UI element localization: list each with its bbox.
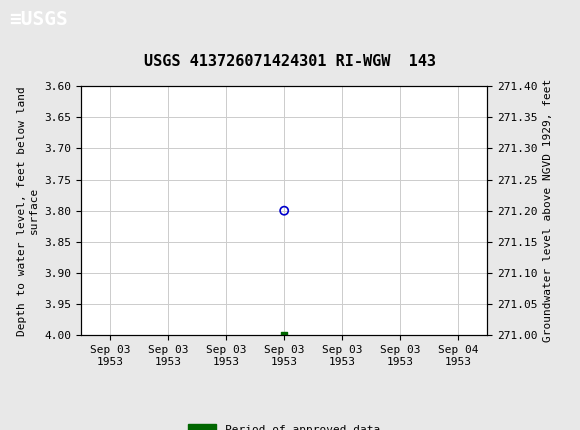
Text: ≡USGS: ≡USGS — [9, 10, 67, 29]
Text: USGS 413726071424301 RI-WGW  143: USGS 413726071424301 RI-WGW 143 — [144, 54, 436, 69]
Y-axis label: Depth to water level, feet below land
surface: Depth to water level, feet below land su… — [17, 86, 39, 335]
Y-axis label: Groundwater level above NGVD 1929, feet: Groundwater level above NGVD 1929, feet — [543, 79, 553, 342]
Legend: Period of approved data: Period of approved data — [188, 424, 380, 430]
Point — [280, 207, 289, 214]
Point — [280, 332, 289, 339]
